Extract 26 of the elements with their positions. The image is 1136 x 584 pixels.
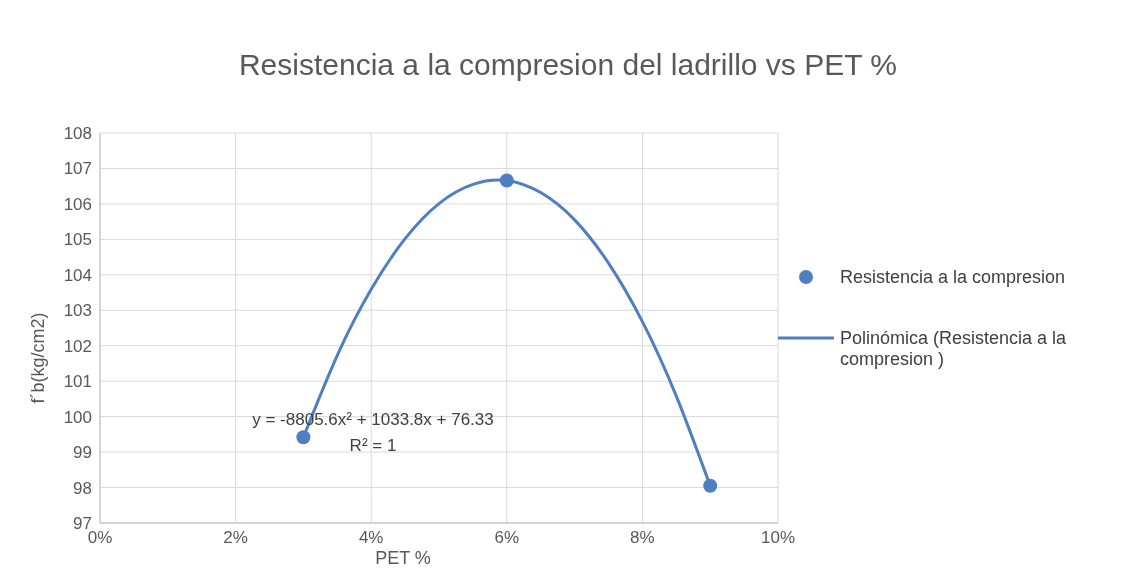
x-tick-label: 4%: [358, 528, 384, 548]
y-tick-label: 100: [63, 407, 92, 427]
y-tick-label: 99: [73, 443, 92, 463]
x-tick-label: 6%: [494, 528, 520, 548]
x-tick-label: 10%: [760, 528, 796, 548]
y-tick-label: 104: [63, 265, 92, 285]
point: [499, 173, 514, 188]
y-tick-label: 107: [63, 159, 92, 179]
point: [296, 430, 311, 445]
y-tick-label: 105: [63, 230, 92, 250]
annotation: R² = 1: [348, 436, 398, 456]
point: [703, 478, 718, 493]
y-tick-label: 103: [63, 301, 92, 321]
legend-label: Polinómica (Resistencia a la compresion ): [840, 327, 1068, 370]
x-tick-label: 0%: [87, 528, 113, 548]
x-tick-label: 8%: [630, 528, 655, 548]
y-tick-label: 108: [63, 124, 92, 144]
y-tick-label: 102: [63, 336, 92, 356]
legend-label: Resistencia a la compresion: [840, 266, 1066, 288]
y-axis-title: f´b(kg/cm2): [27, 312, 49, 404]
y-tick-label: 98: [73, 478, 92, 498]
chart-title: Resistencia a la compresion del ladrillo vs PET %: [237, 48, 899, 82]
x-axis-title: PET %: [374, 548, 432, 569]
y-tick-label: 106: [63, 194, 92, 214]
y-tick-label: 101: [63, 372, 92, 392]
x-tick-label: 2%: [223, 528, 248, 548]
